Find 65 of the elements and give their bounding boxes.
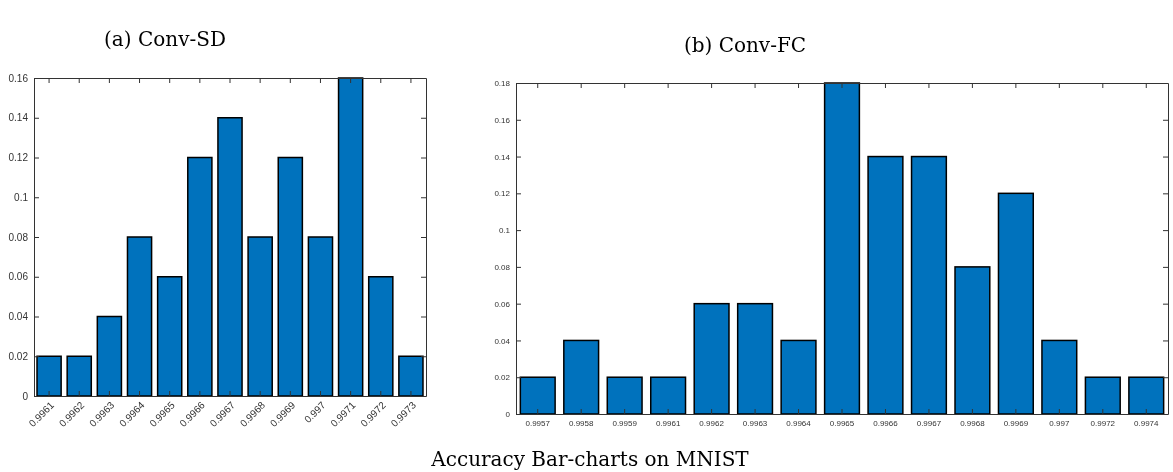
bar bbox=[307, 236, 334, 397]
bar bbox=[367, 276, 394, 397]
x-tick-label: 0.9968 bbox=[960, 418, 986, 428]
x-tick-label: 0.9972 bbox=[1090, 418, 1116, 428]
y-tick-label: 0.16 bbox=[8, 72, 29, 84]
bar bbox=[1128, 376, 1165, 415]
y-tick-label: 0.02 bbox=[8, 350, 29, 362]
bar bbox=[780, 339, 817, 415]
y-tick-label: 0.12 bbox=[494, 189, 511, 199]
bar bbox=[693, 302, 730, 415]
y-tick-label: 0.1 bbox=[498, 226, 511, 236]
bar bbox=[337, 77, 364, 397]
y-tick-label: 0.04 bbox=[494, 336, 511, 346]
y-tick-label: 0 bbox=[505, 410, 511, 420]
bar bbox=[563, 339, 600, 415]
x-tick-label: 0.9966 bbox=[873, 418, 899, 428]
y-tick-label: 0.16 bbox=[494, 115, 511, 125]
y-tick-label: 0.14 bbox=[494, 152, 511, 162]
bar bbox=[126, 236, 153, 397]
bar bbox=[1084, 376, 1121, 415]
y-tick-label: 0.06 bbox=[494, 299, 511, 309]
y-tick-label: 0.18 bbox=[494, 79, 511, 89]
bar bbox=[156, 276, 183, 397]
x-tick-label: 0.9961 bbox=[655, 418, 681, 428]
bar bbox=[398, 355, 424, 397]
x-tick-label: 0.9963 bbox=[742, 418, 768, 428]
x-tick-label: 0.9969 bbox=[1003, 418, 1029, 428]
chart-title: (a) Conv-SD bbox=[104, 27, 226, 51]
x-tick-label: 0.997 bbox=[1049, 418, 1070, 428]
y-tick-label: 0.04 bbox=[8, 311, 29, 323]
y-tick-label: 0.14 bbox=[8, 112, 29, 124]
y-tick-label: 0.12 bbox=[8, 152, 29, 164]
bar bbox=[823, 82, 861, 415]
bar bbox=[1041, 339, 1078, 415]
bar bbox=[736, 302, 774, 415]
y-tick-label: 0.1 bbox=[14, 191, 29, 203]
bar bbox=[997, 192, 1034, 415]
x-tick-label: 0.9974 bbox=[1134, 418, 1160, 428]
x-tick-label: 0.9964 bbox=[786, 418, 812, 428]
x-tick-label: 0.9957 bbox=[525, 418, 551, 428]
bar bbox=[36, 355, 62, 397]
x-tick-label: 0.9962 bbox=[699, 418, 725, 428]
x-tick-label: 0.9958 bbox=[568, 418, 594, 428]
bar bbox=[277, 156, 304, 397]
y-tick-label: 0 bbox=[22, 390, 29, 402]
x-tick-label: 0.9959 bbox=[612, 418, 638, 428]
bar bbox=[606, 376, 643, 415]
bar bbox=[954, 266, 991, 415]
bar bbox=[519, 376, 556, 415]
y-tick-label: 0.02 bbox=[494, 373, 511, 383]
y-tick-label: 0.08 bbox=[8, 231, 29, 243]
bar bbox=[66, 355, 93, 397]
bar bbox=[910, 155, 948, 415]
y-tick-label: 0.08 bbox=[494, 262, 511, 272]
bar bbox=[247, 236, 273, 397]
x-tick-label: 0.9965 bbox=[829, 418, 855, 428]
bar bbox=[96, 315, 123, 397]
chart-title: (b) Conv-FC bbox=[683, 33, 807, 57]
bar bbox=[650, 376, 687, 415]
bar bbox=[217, 117, 243, 397]
x-tick-label: 0.9967 bbox=[916, 418, 942, 428]
y-tick-label: 0.06 bbox=[8, 271, 29, 283]
bar bbox=[867, 155, 904, 415]
bar bbox=[187, 156, 213, 397]
text: Accuracy Bar-charts on MNIST bbox=[430, 447, 750, 471]
